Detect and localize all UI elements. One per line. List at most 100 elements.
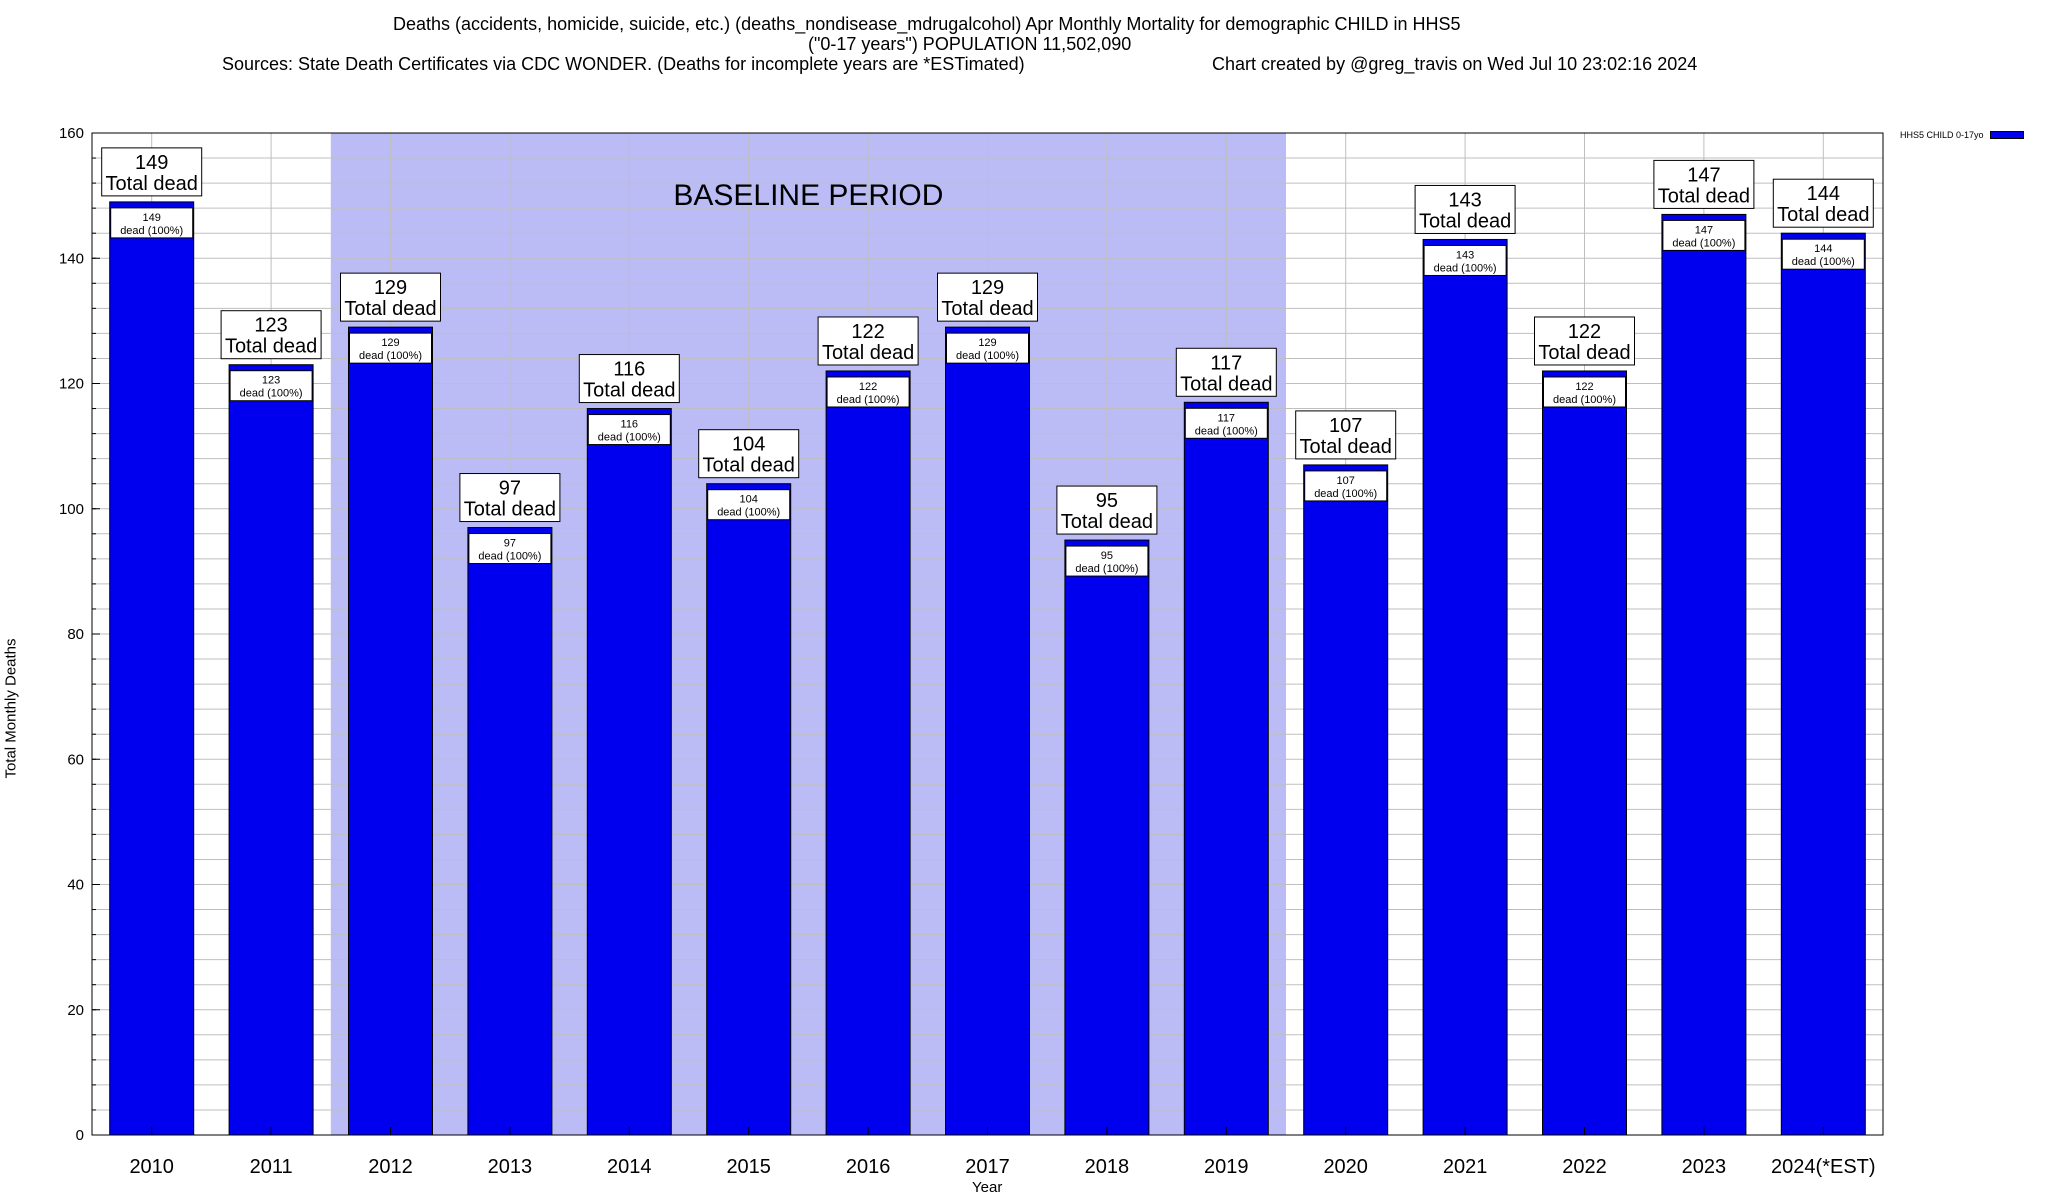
bar-total-label-box — [1772, 178, 1874, 228]
bar-total-label-box — [459, 473, 561, 523]
bar-inner-label-box — [1543, 376, 1626, 408]
bar-total-text-label: Total dead — [941, 298, 1033, 320]
y-tick-label: 80 — [67, 626, 84, 643]
x-axis-label: Year — [972, 1179, 1003, 1196]
bar-total-text-label: Total dead — [106, 173, 198, 195]
baseline-period-label: BASELINE PERIOD — [673, 179, 943, 212]
bar-inner-value-label: 116 — [621, 419, 639, 431]
bar-inner-pct-label: dead (100%) — [359, 350, 422, 362]
y-tick-label: 120 — [59, 376, 84, 393]
bar-inner-pct-label: dead (100%) — [598, 432, 661, 444]
chart-title: Deaths (accidents, homicide, suicide, et… — [393, 14, 1461, 34]
bar-total-value-label: 143 — [1448, 189, 1481, 211]
bar-inner-pct-label: dead (100%) — [1434, 262, 1497, 274]
bar-total-text-label: Total dead — [1300, 436, 1392, 458]
bar-total-label-box — [578, 354, 680, 404]
x-tick-label: 2019 — [1204, 1156, 1249, 1178]
bar-total-text-label: Total dead — [1658, 185, 1750, 207]
bar-inner-label-box — [946, 332, 1029, 364]
bar-inner-label-box — [826, 376, 910, 408]
x-tick-label: 2022 — [1562, 1156, 1607, 1178]
x-tick-label: 2010 — [129, 1156, 174, 1178]
bar-total-value-label: 149 — [135, 152, 168, 174]
bar-inner-value-label: 107 — [1337, 475, 1355, 487]
bar — [228, 364, 314, 1136]
bar-inner-pct-label: dead (100%) — [1314, 488, 1377, 500]
bar-total-value-label: 97 — [499, 478, 521, 500]
bar-total-text-label: Total dead — [344, 298, 436, 320]
x-tick-label: 2013 — [488, 1156, 533, 1178]
bar-inner-pct-label: dead (100%) — [478, 551, 541, 563]
bar-inner-label-box — [1662, 219, 1746, 251]
bar-total-value-label: 123 — [254, 315, 287, 337]
x-tick-label: 2016 — [846, 1156, 891, 1178]
bar-total-label-box — [1534, 316, 1635, 366]
bar-inner-pct-label: dead (100%) — [956, 350, 1019, 362]
bar — [467, 527, 553, 1136]
x-tick-label: 2024(*EST) — [1771, 1156, 1876, 1178]
y-tick-label: 20 — [67, 1002, 84, 1019]
bar-total-label-box — [1653, 159, 1755, 209]
bar-inner-label-box — [707, 489, 791, 521]
bar-total-text-label: Total dead — [1777, 204, 1869, 226]
bar-total-value-label: 104 — [732, 434, 765, 456]
bar-total-label-box — [220, 310, 322, 360]
legend-label: HHS5 CHILD 0-17yo — [1900, 130, 1984, 140]
y-tick-label: 100 — [59, 501, 84, 518]
bar-total-value-label: 129 — [374, 277, 407, 299]
bar-inner-value-label: 149 — [143, 212, 161, 224]
bar-inner-pct-label: dead (100%) — [1792, 256, 1855, 268]
bar-total-label-box — [101, 147, 203, 197]
chart-credit: Chart created by @greg_travis on Wed Jul… — [1212, 54, 1698, 74]
bar-total-text-label: Total dead — [1180, 373, 1272, 395]
chart-sources: Sources: State Death Certificates via CD… — [222, 54, 1025, 74]
bar-total-label-box — [1295, 410, 1397, 460]
bar-inner-label-box — [1304, 470, 1388, 502]
bar-total-text-label: Total dead — [1419, 210, 1511, 232]
bar — [1422, 238, 1508, 1136]
y-tick-label: 140 — [59, 250, 84, 267]
bar-inner-value-label: 117 — [1218, 412, 1236, 424]
bar-inner-label-box — [1781, 238, 1865, 270]
bar-inner-value-label: 122 — [1575, 381, 1593, 393]
bar-total-text-label: Total dead — [822, 342, 914, 364]
bar-inner-pct-label: dead (100%) — [1553, 394, 1616, 406]
y-tick-label: 160 — [59, 125, 84, 142]
bar-total-text-label: Total dead — [1061, 511, 1153, 533]
bar — [348, 326, 433, 1136]
bar-inner-label-box — [587, 414, 671, 446]
x-tick-label: 2023 — [1682, 1156, 1727, 1178]
bar-total-label-box — [340, 272, 441, 322]
bar-total-label-box — [1056, 485, 1158, 535]
bar-inner-pct-label: dead (100%) — [1195, 425, 1258, 437]
bar-inner-label-box — [1065, 545, 1149, 577]
bar-inner-value-label: 123 — [262, 375, 280, 387]
bar-total-value-label: 122 — [851, 321, 884, 343]
plot-frame — [91, 132, 1884, 1136]
bar-total-text-label: Total dead — [703, 455, 795, 477]
bar-total-label-box — [937, 272, 1038, 322]
bar-inner-value-label: 147 — [1695, 224, 1713, 236]
x-tick-label: 2012 — [368, 1156, 413, 1178]
bar-total-text-label: Total dead — [1538, 342, 1630, 364]
bar-total-label-box — [817, 316, 919, 366]
bar — [945, 326, 1030, 1136]
chart-subtitle: ("0-17 years") POPULATION 11,502,090 — [808, 34, 1132, 54]
bar-inner-label-box — [1184, 407, 1268, 439]
y-tick-label: 0 — [76, 1127, 84, 1144]
bar — [1183, 401, 1269, 1136]
bar — [1303, 464, 1389, 1136]
bar-inner-label-box — [1423, 244, 1507, 276]
legend: HHS5 CHILD 0-17yo — [1900, 130, 2024, 140]
x-tick-label: 2021 — [1443, 1156, 1488, 1178]
bar-inner-value-label: 144 — [1814, 243, 1832, 255]
bar-total-value-label: 147 — [1687, 164, 1720, 186]
x-tick-label: 2017 — [965, 1156, 1010, 1178]
bar-inner-label-box — [349, 332, 432, 364]
bar-total-value-label: 122 — [1568, 321, 1601, 343]
bar-inner-value-label: 129 — [978, 337, 996, 349]
bar-inner-pct-label: dead (100%) — [837, 394, 900, 406]
bar-inner-pct-label: dead (100%) — [1075, 563, 1138, 575]
bar-total-value-label: 117 — [1210, 352, 1242, 374]
